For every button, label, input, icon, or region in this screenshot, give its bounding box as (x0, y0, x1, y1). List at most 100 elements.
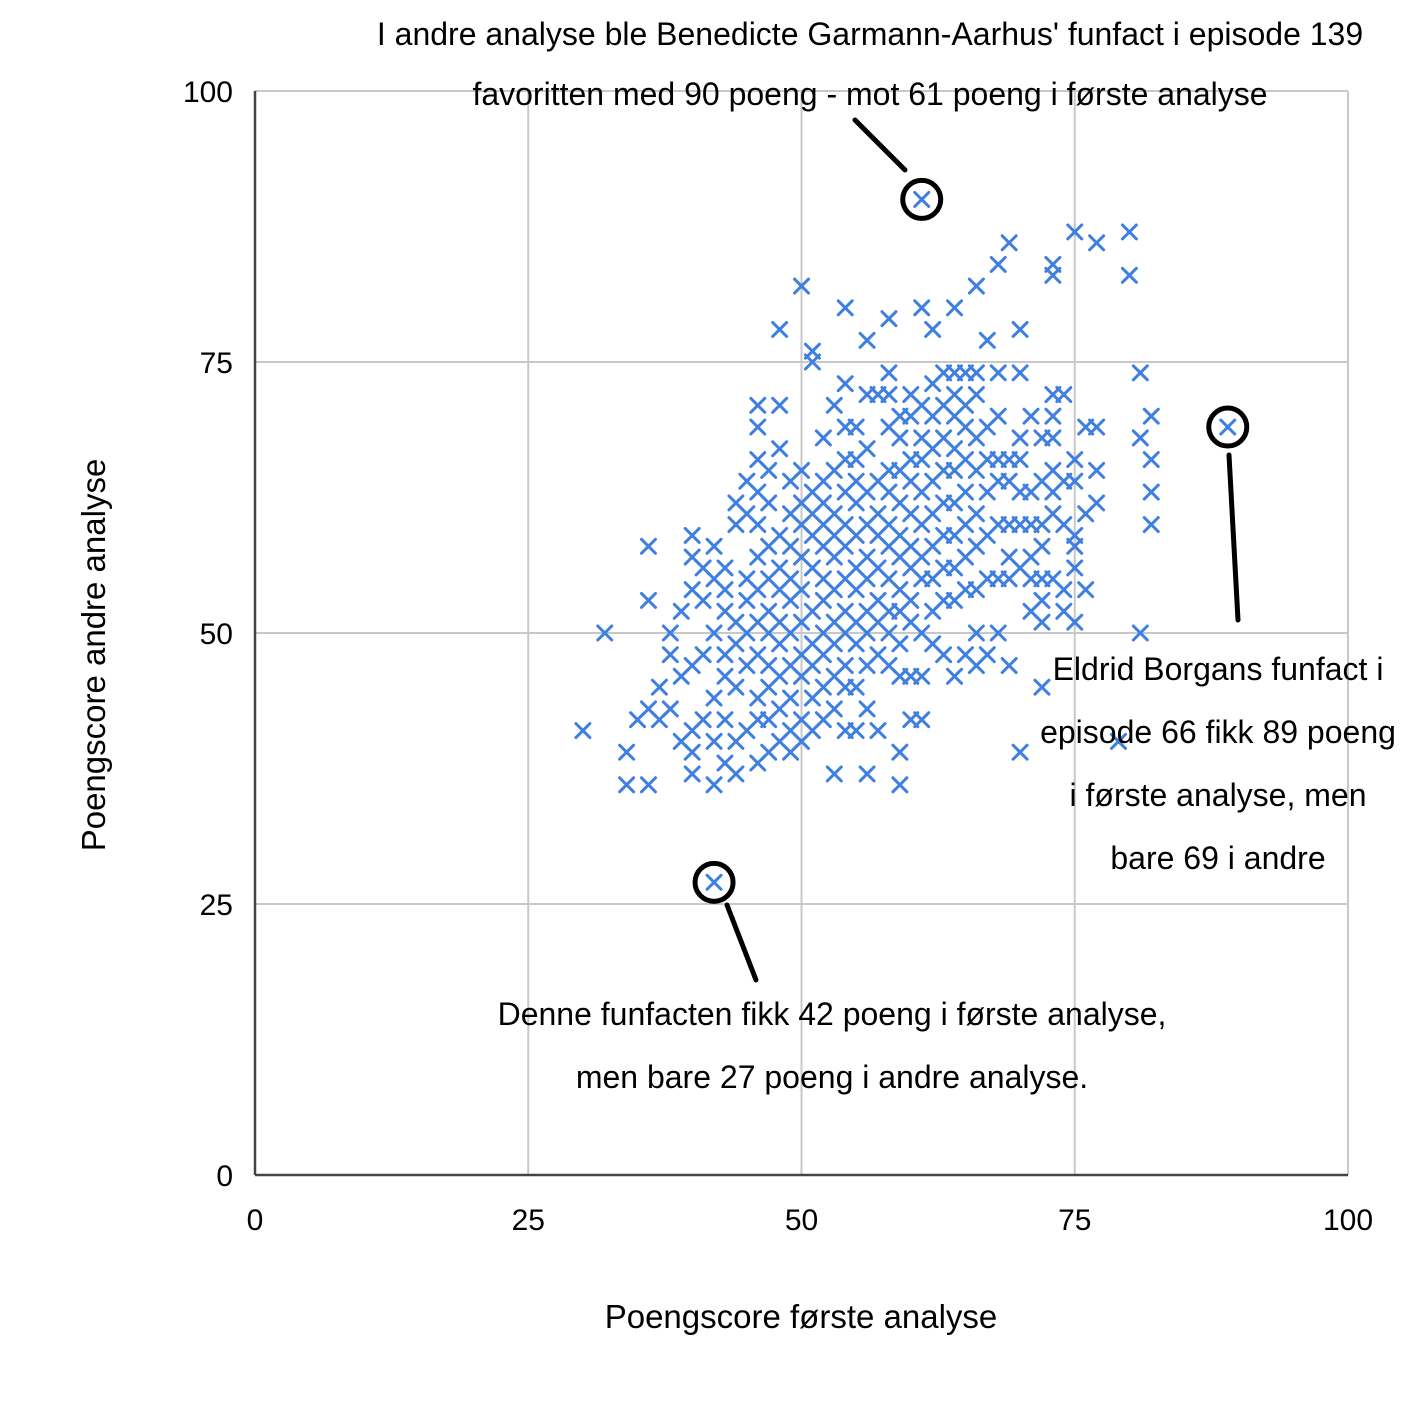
data-point (1055, 386, 1073, 404)
data-point (694, 646, 712, 664)
data-point (694, 591, 712, 609)
data-point (1011, 451, 1029, 469)
data-point (1131, 364, 1149, 382)
data-point (1088, 418, 1106, 436)
leader-line (852, 117, 908, 173)
data-point (1044, 429, 1062, 447)
data-point (825, 396, 843, 414)
data-point (989, 364, 1007, 382)
data-point (1011, 320, 1029, 338)
data-point (1044, 255, 1062, 273)
data-point (1000, 657, 1018, 675)
data-point (814, 429, 832, 447)
data-point (891, 429, 909, 447)
data-point (880, 386, 898, 404)
y-tick-label: 0 (216, 1160, 233, 1193)
data-point (1219, 418, 1237, 436)
data-point (771, 320, 789, 338)
data-point (705, 776, 723, 794)
data-point (967, 386, 985, 404)
data-point (847, 678, 865, 696)
data-point (1033, 613, 1051, 631)
data-point (650, 678, 668, 696)
data-point (683, 765, 701, 783)
data-point (771, 396, 789, 414)
data-point (891, 635, 909, 653)
data-point (782, 689, 800, 707)
data-point (913, 667, 931, 685)
data-point (694, 711, 712, 729)
data-point (705, 624, 723, 642)
annotation-text: Denne funfacten fikk 42 poeng i første a… (498, 996, 1167, 1032)
data-point (618, 743, 636, 761)
data-point (1022, 407, 1040, 425)
data-point (1142, 516, 1160, 534)
data-point (869, 722, 887, 740)
data-point (760, 494, 778, 512)
data-point (705, 689, 723, 707)
annotation-text: Eldrid Borgans funfact i (1053, 651, 1384, 687)
y-tick-label: 75 (200, 347, 233, 380)
data-point (967, 624, 985, 642)
annotation-text: episode 66 fikk 89 poeng (1040, 714, 1396, 750)
data-point (716, 559, 734, 577)
data-point (880, 364, 898, 382)
data-point (1088, 461, 1106, 479)
data-point (1077, 581, 1095, 599)
data-point (880, 310, 898, 328)
x-tick-label: 100 (1323, 1204, 1373, 1237)
data-point (639, 591, 657, 609)
leader-line (724, 902, 759, 983)
data-point (716, 711, 734, 729)
annotations: I andre analyse ble Benedicte Garmann-Aa… (377, 16, 1396, 1095)
data-point (1088, 234, 1106, 252)
data-point (705, 537, 723, 555)
data-point (1000, 234, 1018, 252)
data-point (596, 624, 614, 642)
data-point (1066, 451, 1084, 469)
data-point (1109, 732, 1127, 750)
annotation-text: favoritten med 90 poeng - mot 61 poeng i… (472, 76, 1267, 112)
x-tick-label: 0 (247, 1204, 264, 1237)
data-point (935, 646, 953, 664)
data-point (1120, 266, 1138, 284)
data-point (913, 711, 931, 729)
y-tick-label: 100 (183, 76, 233, 109)
x-tick-label: 50 (785, 1204, 818, 1237)
y-axis-title: Poengscore andre analyse (75, 459, 112, 852)
data-point (1088, 494, 1106, 512)
data-point (836, 375, 854, 393)
data-point (705, 873, 723, 891)
data-point (989, 255, 1007, 273)
data-point (924, 320, 942, 338)
data-point (989, 407, 1007, 425)
data-point (749, 396, 767, 414)
annotation-text: bare 69 i andre (1110, 840, 1325, 876)
data-point (858, 765, 876, 783)
data-point (1066, 472, 1084, 490)
data-points (574, 190, 1237, 891)
data-point (891, 743, 909, 761)
data-point (978, 331, 996, 349)
data-point (891, 776, 909, 794)
x-tick-label: 75 (1058, 1204, 1091, 1237)
data-point (956, 483, 974, 501)
data-point (749, 516, 767, 534)
data-point (1033, 537, 1051, 555)
data-point (771, 440, 789, 458)
data-point (639, 537, 657, 555)
data-point (1011, 743, 1029, 761)
data-point (847, 418, 865, 436)
data-point (858, 700, 876, 718)
data-point (661, 624, 679, 642)
data-point (749, 418, 767, 436)
data-point (683, 743, 701, 761)
data-point (1066, 613, 1084, 631)
data-point (793, 581, 810, 599)
data-point (1142, 407, 1160, 425)
data-point (1066, 223, 1084, 241)
data-point (825, 700, 843, 718)
annotation-text: i første analyse, men (1070, 777, 1367, 813)
data-point (978, 646, 996, 664)
data-point (1120, 223, 1138, 241)
